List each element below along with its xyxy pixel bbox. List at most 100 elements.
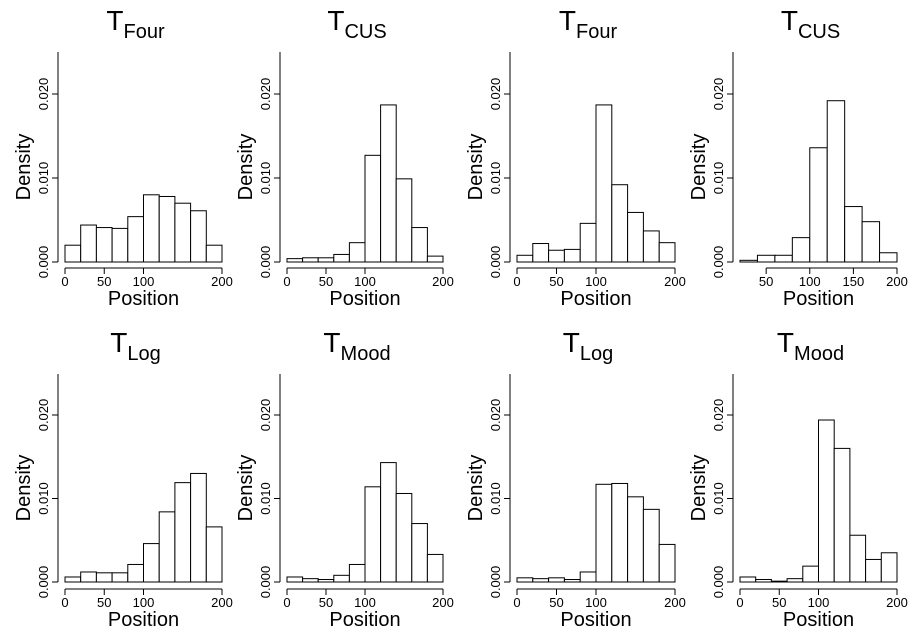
histogram-bar [548,577,565,583]
y-axis-title: Density [465,134,487,201]
panel-title-subscript: CUS [344,21,386,43]
histogram-bar [127,216,145,263]
histogram-bar [627,496,644,583]
x-axis-title: Position [108,609,179,631]
histogram-bar [395,492,413,583]
histogram-bar [658,242,676,263]
histogram-bar [611,482,629,583]
y-tick-label: 0.000 [711,246,726,279]
x-tick-label: 100 [354,595,376,610]
histogram-bar [739,576,757,583]
panel-title-main: T [323,327,340,358]
y-axis-title: Density [465,455,487,522]
y-tick-label: 0.020 [36,399,51,432]
x-axis-title: Position [560,288,631,310]
x-axis-title: Position [108,288,179,310]
panel-1: TFour 0 50 100 200 Position 0.000 0.010 0.020 Den… [13,5,233,310]
y-tick-label: 0.000 [36,566,51,599]
x-tick-label: 100 [585,595,607,610]
panel-2: TCUS 0 50 100 200 Position 0.000 0.010 0.020 Dens… [235,5,454,310]
panel-title-main: T [563,327,580,358]
x-tick-label: 50 [319,274,333,289]
histogram-bar [380,104,397,263]
x-axis-title: Position [560,609,631,631]
panel-title: TFour [559,5,618,43]
x-tick-label: 0 [283,274,290,289]
histogram-bar [190,210,207,263]
x-tick-label: 200 [211,595,233,610]
histogram-bar [111,572,129,583]
histogram-bar [770,580,788,583]
histogram-bar [532,578,550,583]
y-axis-title: Density [688,134,710,201]
histogram-bar [880,552,898,583]
histogram-bar [595,483,613,583]
histogram-bar [516,254,534,263]
x-tick-label: 0 [61,595,68,610]
histogram-bar [627,211,644,263]
histogram-bar [95,227,113,263]
histogram-bar [286,576,304,583]
panel-title-main: T [106,5,123,36]
histogram-bar [516,577,534,583]
histogram-bar [579,571,597,583]
x-tick-label: 0 [61,274,68,289]
y-tick-label: 0.020 [711,399,726,432]
histogram-bar [809,147,828,263]
histogram-bar [579,222,597,263]
panel-3: TFour 0 50 100 200 Position 0.000 0.010 0.020 Den… [465,5,686,310]
panel-title-main: T [559,5,576,36]
histogram-bar [333,574,350,583]
y-tick-label: 0.010 [258,162,273,195]
x-axis-title: Position [329,288,400,310]
panel-title-subscript: Four [123,21,164,43]
x-tick-label: 50 [549,595,563,610]
histogram-bar [80,571,97,583]
panel-title: TFour [106,5,165,43]
histogram-bar [642,230,660,263]
histogram-bar [844,206,863,263]
x-axis-title: Position [783,288,854,310]
histogram-bar [80,224,97,263]
x-tick-label: 0 [513,595,520,610]
y-axis-title: Density [235,455,257,522]
panel-8: TMood 0 50 100 200 Position 0.000 0.010 0.020 Den… [688,327,908,631]
x-tick-label: 50 [549,274,563,289]
histogram-bar [64,244,82,263]
panel-title-subscript: Mood [794,343,844,365]
histogram-bar [348,563,366,583]
x-tick-label: 50 [772,595,786,610]
y-tick-label: 0.000 [258,566,273,599]
y-tick-label: 0.020 [258,78,273,111]
y-tick-label: 0.010 [258,482,273,515]
histogram-bar [302,578,319,583]
x-tick-label: 50 [97,274,111,289]
histogram-bar [174,202,192,263]
x-tick-label: 200 [664,274,686,289]
panel-title-main: T [777,327,794,358]
histogram-bar [333,253,350,263]
y-axis-title: Density [235,134,257,201]
panel-title-main: T [781,5,798,36]
histogram-bar [755,578,772,583]
histogram-bar [739,259,758,263]
y-tick-label: 0.000 [711,566,726,599]
y-tick-label: 0.010 [711,482,726,515]
histogram-bar [364,486,382,583]
histogram-bar [426,553,444,583]
histogram-bar [317,257,335,263]
histogram-bar [756,254,776,263]
x-tick-label: 0 [283,595,290,610]
histogram-bar [774,254,793,263]
histogram-bar [865,558,882,583]
x-tick-label: 200 [886,274,908,289]
x-tick-label: 200 [432,274,454,289]
panel-title: TMood [323,327,390,365]
histogram-bar [563,248,581,263]
y-tick-label: 0.010 [36,482,51,515]
histogram-bar [826,100,846,263]
y-tick-label: 0.000 [36,246,51,279]
panel-title-subscript: Log [127,343,160,365]
